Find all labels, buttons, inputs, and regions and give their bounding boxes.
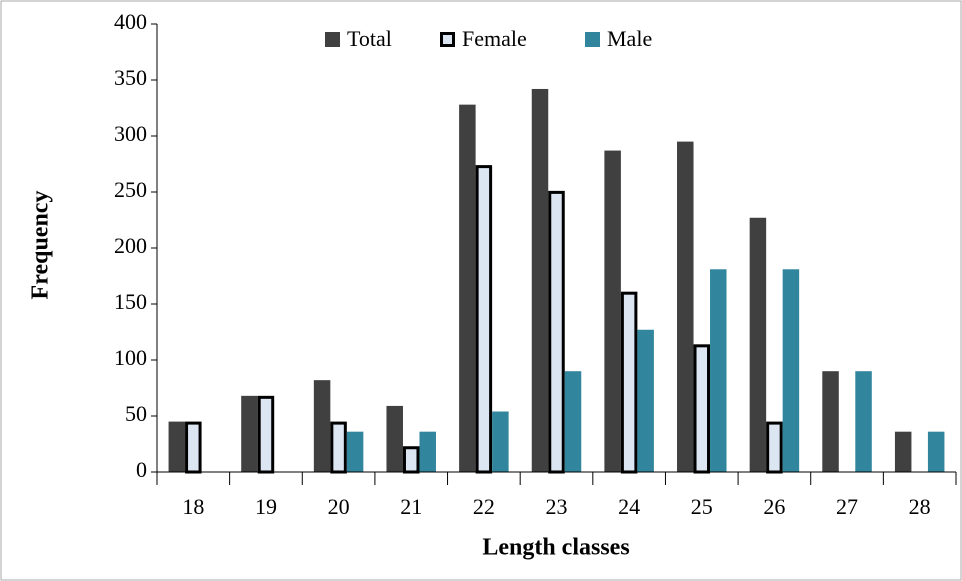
bar (782, 269, 800, 472)
bar (548, 190, 565, 474)
bar (620, 291, 638, 474)
legend-label: Total (347, 26, 392, 51)
bar (677, 141, 694, 472)
y-tick-label: 0 (136, 457, 147, 482)
x-axis-title: Length classes (482, 535, 629, 561)
x-tick-label: 28 (909, 494, 931, 519)
bar (749, 217, 767, 472)
bar (257, 395, 275, 474)
y-tick-label: 300 (114, 121, 147, 146)
bar (894, 431, 912, 472)
y-tick-label: 400 (114, 9, 147, 34)
legend-swatch (585, 32, 600, 47)
x-tick-label: 21 (400, 494, 422, 519)
legend-label: Male (607, 26, 652, 51)
y-tick-label: 250 (114, 177, 147, 202)
y-tick-label: 150 (114, 289, 147, 314)
bar (855, 371, 872, 472)
bar (693, 344, 711, 474)
x-tick-label: 20 (328, 494, 350, 519)
x-tick-label: 22 (473, 494, 495, 519)
x-tick-label: 24 (618, 494, 640, 519)
bar (168, 421, 186, 472)
bar (386, 405, 403, 472)
bar (492, 411, 509, 472)
bar (475, 165, 493, 474)
bar (710, 269, 727, 472)
x-tick-label: 19 (255, 494, 277, 519)
x-tick-label: 18 (182, 494, 204, 519)
legend-label: Female (462, 26, 527, 51)
y-tick-label: 50 (125, 401, 147, 426)
bar (241, 395, 258, 472)
legend-swatch (440, 32, 455, 47)
y-axis-title: Frequency (28, 191, 54, 300)
bar (927, 431, 945, 472)
x-tick-label: 25 (691, 494, 713, 519)
bar (766, 421, 783, 474)
bar (330, 421, 347, 474)
bar (531, 88, 549, 473)
bar (402, 446, 420, 474)
legend-swatch (325, 32, 340, 47)
bar (637, 329, 654, 472)
bar (346, 431, 364, 472)
bar (185, 421, 202, 474)
x-tick-label: 23 (546, 494, 568, 519)
x-tick-label: 27 (836, 494, 858, 519)
y-tick-label: 100 (114, 345, 147, 370)
x-tick-label: 26 (763, 494, 785, 519)
bar (822, 371, 839, 472)
y-tick-label: 350 (114, 65, 147, 90)
bar (564, 371, 582, 472)
bar (419, 431, 436, 472)
bar (313, 380, 331, 472)
bar (459, 104, 476, 472)
y-tick-label: 200 (114, 233, 147, 258)
bar (604, 150, 621, 472)
